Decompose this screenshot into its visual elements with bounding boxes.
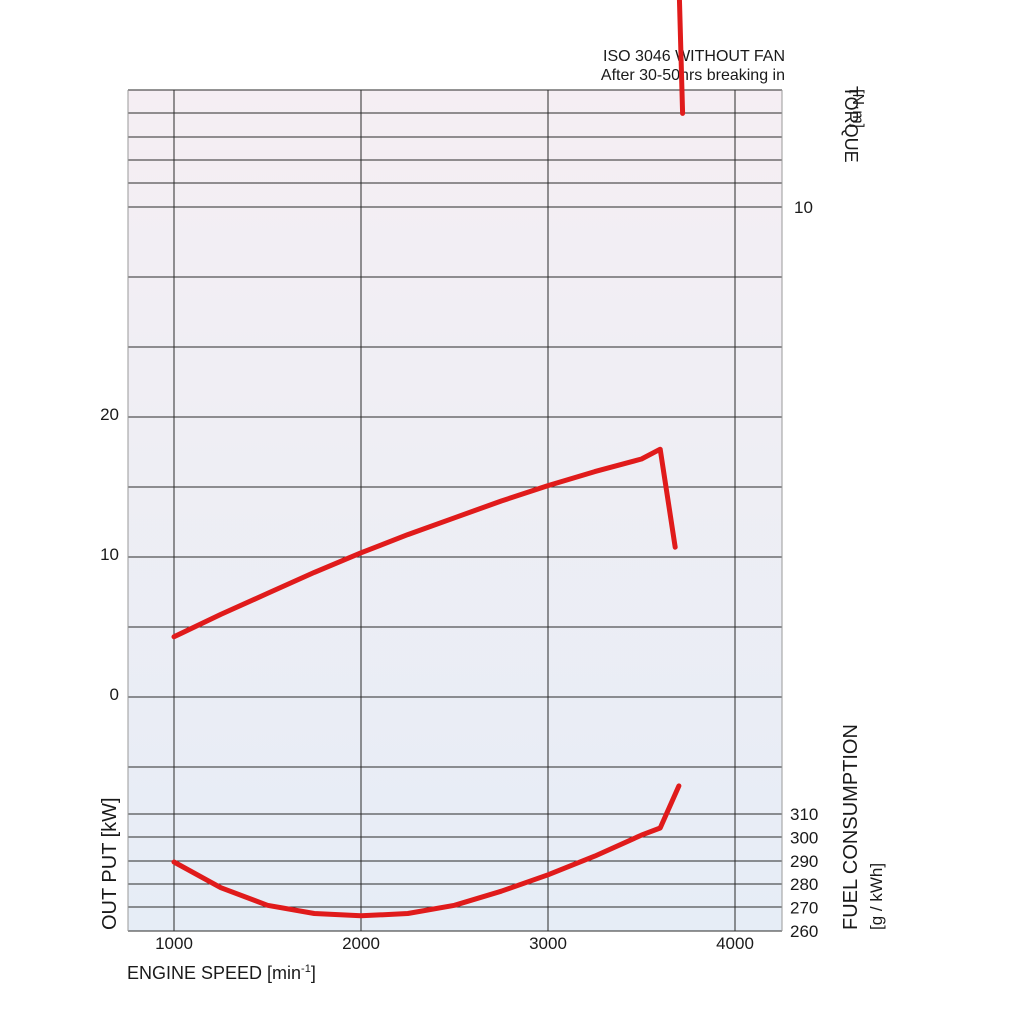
output-tick-label: 10 [100, 545, 119, 564]
output-axis-ticks: 0 10 20 [100, 405, 119, 704]
x-axis-label-bracket: ] [311, 963, 316, 983]
x-tick-label: 4000 [716, 934, 754, 953]
fuel-axis-label: FUEL CONSUMPTION [840, 724, 862, 930]
x-tick-label: 2000 [342, 934, 380, 953]
chart-subtitle: After 30-50hrs breaking in [601, 67, 785, 84]
plot-background [128, 90, 782, 931]
fuel-tick-label: 290 [790, 852, 818, 871]
torque-tick-label: 10 [794, 198, 813, 217]
output-axis-label: OUT PUT [kW] [99, 797, 121, 930]
grid [127, 89, 783, 932]
fuel-axis-unit: [g / kWh] [867, 863, 886, 930]
chart-title: ISO 3046 WITHOUT FAN [603, 48, 785, 65]
x-axis-label: ENGINE SPEED [min-1] [127, 963, 316, 983]
out-put-line [171, 446, 678, 640]
x-axis-label-exponent: -1 [301, 963, 311, 975]
fuel-tick-label: 270 [790, 899, 818, 918]
torque-axis-ticks: 1020304050 [794, 198, 813, 217]
fuel-tick-label: 260 [790, 922, 818, 941]
fuel-axis-ticks: 260 270 280 290 300 310 [790, 805, 818, 941]
data-series [171, 0, 686, 919]
output-tick-label: 20 [100, 405, 119, 424]
torque-axis-unit: [N·m] [849, 89, 866, 128]
fuel-consumption-line [171, 783, 682, 919]
x-tick-label: 1000 [155, 934, 193, 953]
x-axis-ticks: 1000 2000 3000 4000 [155, 934, 754, 953]
x-tick-label: 3000 [529, 934, 567, 953]
torque-axis-label: TORQUE [841, 86, 861, 163]
fuel-tick-label: 280 [790, 875, 818, 894]
fuel-tick-label: 300 [790, 828, 818, 847]
output-tick-label: 0 [110, 685, 119, 704]
fuel-tick-label: 310 [790, 805, 818, 824]
